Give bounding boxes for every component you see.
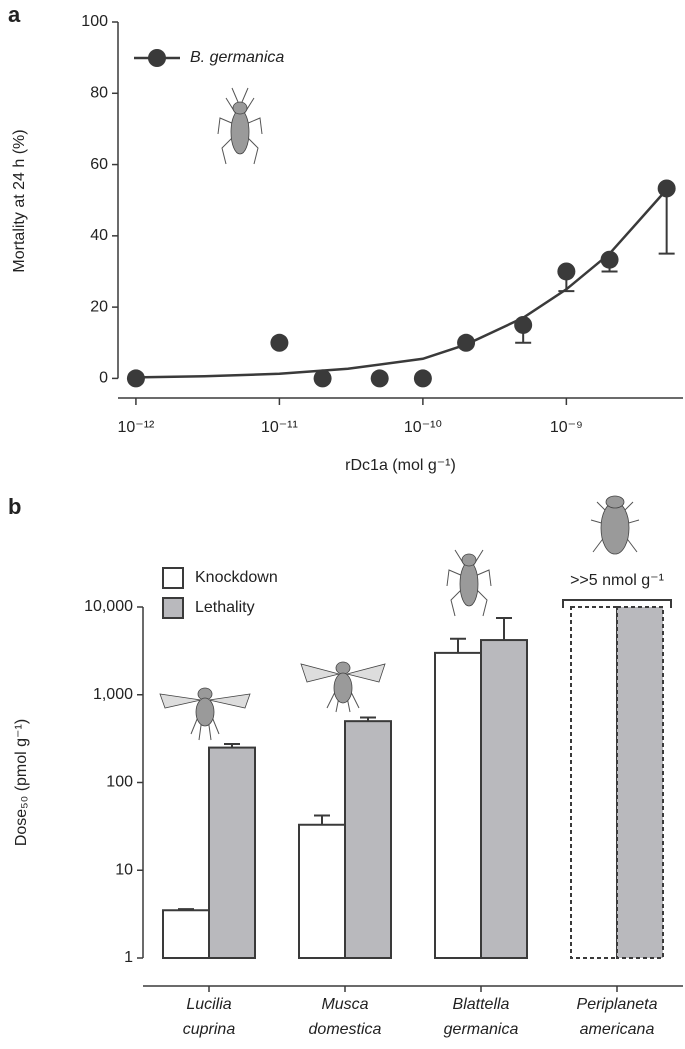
bar (434, 651, 482, 960)
error-bar (496, 616, 512, 641)
x-tick-label: Musca (321, 996, 368, 1013)
data-point (457, 333, 476, 352)
bar (344, 720, 392, 960)
legend-label: B. germanica (190, 49, 284, 66)
data-point (600, 250, 619, 269)
panel-label: b (8, 494, 21, 519)
censored-bar (570, 606, 618, 959)
y-tick-label: 1,000 (93, 686, 133, 703)
x-tick-label: 10⁻¹⁰ (404, 419, 442, 436)
cockroach-illustration (217, 87, 263, 165)
x-tick-label: germanica (444, 1021, 519, 1038)
fly-illustration (159, 687, 251, 741)
y-tick-label: 10,000 (84, 598, 133, 615)
data-point (270, 333, 289, 352)
bar (208, 746, 256, 959)
bar (162, 909, 210, 960)
x-tick-label: Blattella (453, 996, 510, 1013)
data-point (413, 369, 432, 388)
y-tick-label: 1 (124, 949, 133, 966)
legend-label: Lethality (195, 599, 255, 616)
y-tick-label: 40 (90, 227, 108, 244)
annotation: >>5 nmol g⁻¹ (570, 572, 664, 589)
y-tick-label: 10 (115, 861, 133, 878)
error-bar (314, 814, 330, 825)
bracket (562, 599, 672, 608)
panel-label: a (8, 2, 21, 27)
x-tick-label: 10⁻¹² (117, 419, 155, 436)
x-tick-label: cuprina (183, 1021, 236, 1038)
data-point (557, 262, 576, 281)
x-tick-label: domestica (309, 1021, 382, 1038)
y-axis-label: Mortality at 24 h (%) (11, 129, 28, 272)
data-point (370, 369, 389, 388)
data-point (126, 369, 145, 388)
legend-label: Knockdown (195, 569, 278, 586)
cockroach-illustration (590, 495, 640, 555)
x-tick-label: 10⁻⁹ (550, 419, 583, 436)
fit-curve (135, 188, 668, 379)
x-tick-label: 10⁻¹¹ (261, 419, 298, 436)
x-axis-label: rDc1a (mol g⁻¹) (345, 457, 456, 474)
fly-illustration (300, 661, 386, 713)
legend-marker (148, 49, 166, 67)
cockroach-illustration (446, 549, 492, 617)
y-tick-label: 20 (90, 298, 108, 315)
x-tick-label: Lucilia (186, 996, 231, 1013)
y-axis-label: Dose₅₀ (pmol g⁻¹) (13, 719, 30, 846)
y-tick-label: 100 (81, 13, 108, 30)
x-tick-label: americana (580, 1021, 655, 1038)
error-bar (450, 637, 466, 653)
y-tick-label: 60 (90, 156, 108, 173)
x-tick-label: Periplaneta (577, 996, 658, 1013)
y-tick-label: 80 (90, 84, 108, 101)
legend-swatch (162, 567, 184, 589)
data-point (514, 315, 533, 334)
bar (298, 823, 346, 960)
data-point (313, 369, 332, 388)
censored-bar (616, 606, 664, 959)
error-bar (658, 188, 675, 255)
data-point (657, 179, 676, 198)
bar (480, 639, 528, 959)
y-tick-label: 100 (106, 774, 133, 791)
legend-swatch (162, 597, 184, 619)
y-tick-label: 0 (99, 370, 108, 387)
